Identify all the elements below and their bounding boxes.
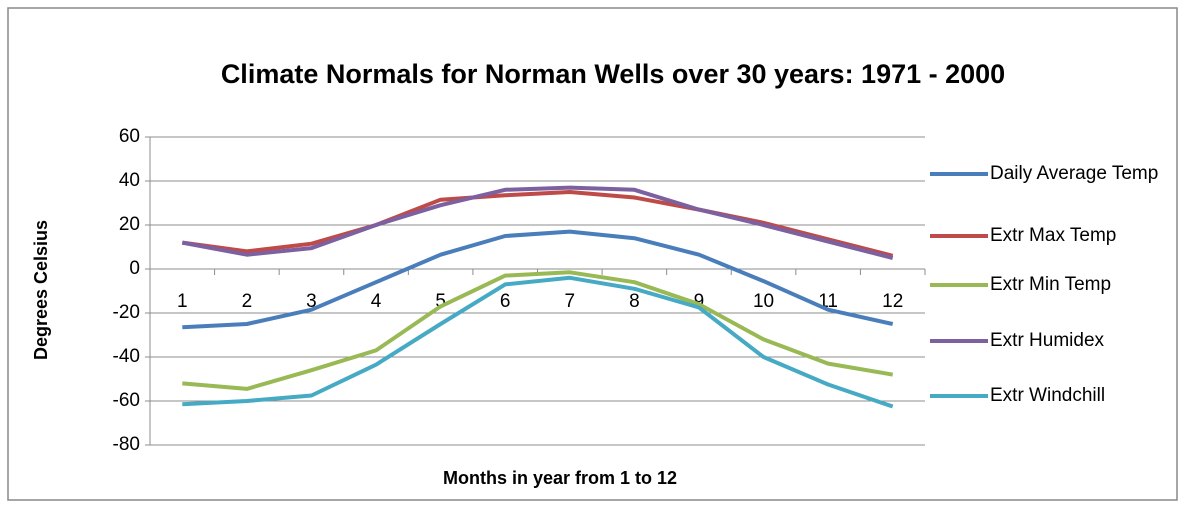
y-tick-label: 60 <box>119 126 140 147</box>
legend-swatch <box>930 234 988 238</box>
legend-label: Daily Average Temp <box>990 163 1159 184</box>
x-tick-label: 8 <box>629 291 640 312</box>
y-tick-label: 0 <box>129 258 140 279</box>
y-tick-label: 20 <box>119 214 140 235</box>
legend-item: Extr Min Temp <box>930 273 1160 297</box>
x-tick-label: 10 <box>753 291 774 312</box>
chart-title: Climate Normals for Norman Wells over 30… <box>221 59 1005 89</box>
x-tick-label: 2 <box>242 291 253 312</box>
series-line <box>182 275 894 409</box>
chart-border <box>7 7 1178 501</box>
x-tick-label: 12 <box>882 291 903 312</box>
legend-swatch <box>930 394 988 398</box>
legend-label: Extr Min Temp <box>990 274 1112 295</box>
legend-item: Extr Max Temp <box>930 224 1160 248</box>
series-line <box>182 190 894 258</box>
x-tick-label: 4 <box>371 291 382 312</box>
series-line <box>182 270 894 391</box>
legend-item: Extr Windchill <box>930 384 1160 408</box>
legend-item: Daily Average Temp <box>930 162 1160 186</box>
series-line <box>182 229 894 330</box>
legend-label: Extr Windchill <box>990 385 1106 406</box>
legend-label: Extr Humidex <box>990 330 1105 351</box>
series-line <box>181 185 894 260</box>
y-tick-label: -60 <box>113 390 140 411</box>
y-tick-label: -40 <box>113 346 140 367</box>
x-tick-label: 9 <box>694 291 705 312</box>
x-tick-label: 6 <box>500 291 511 312</box>
y-axis-label: Degrees Celsius <box>31 220 51 360</box>
x-tick-label: 1 <box>177 291 188 312</box>
legend-swatch <box>930 339 988 343</box>
x-tick-label: 7 <box>565 291 576 312</box>
legend-swatch <box>930 283 988 287</box>
x-tick-label: 5 <box>435 291 446 312</box>
legend-label: Extr Max Temp <box>990 225 1117 246</box>
y-tick-label: 40 <box>119 170 140 191</box>
x-axis-label: Months in year from 1 to 12 <box>443 468 677 488</box>
x-tick-label: 3 <box>306 291 317 312</box>
legend-swatch <box>930 172 988 176</box>
y-tick-label: -20 <box>113 302 140 323</box>
legend-item: Extr Humidex <box>930 329 1160 353</box>
y-tick-label: -80 <box>113 434 140 455</box>
